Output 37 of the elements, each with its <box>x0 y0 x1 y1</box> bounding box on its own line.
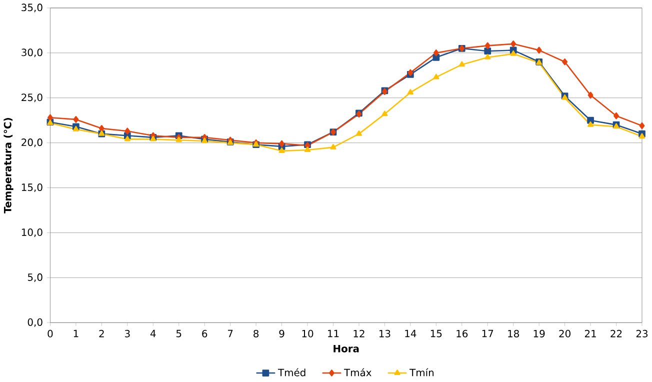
x-tick-label: 15 <box>430 330 442 338</box>
x-tick-label: 16 <box>456 330 468 338</box>
x-tick-label: 11 <box>328 330 339 338</box>
y-tick-label: 25,0 <box>22 93 42 102</box>
legend-label: Tmín <box>410 368 434 376</box>
x-tick-label: 4 <box>150 330 156 338</box>
x-tick-label: 23 <box>636 330 648 338</box>
x-tick-label: 10 <box>302 330 314 338</box>
legend-label: Tméd <box>278 368 306 376</box>
x-tick-label: 2 <box>99 330 104 338</box>
x-tick-label: 0 <box>48 330 53 338</box>
x-tick-label: 19 <box>534 330 545 338</box>
y-tick-label: 10,0 <box>22 228 42 237</box>
x-tick-label: 18 <box>508 330 519 338</box>
x-tick-label: 22 <box>610 330 622 338</box>
x-tick-label: 6 <box>202 330 208 338</box>
x-tick-label: 7 <box>228 330 233 338</box>
legend-label: Tmáx <box>344 368 372 376</box>
y-tick-label: 35,0 <box>22 4 42 12</box>
x-tick-label: 9 <box>279 330 284 338</box>
x-tick-label: 20 <box>559 330 570 338</box>
x-tick-label: 3 <box>125 330 130 338</box>
x-tick-label: 12 <box>354 330 364 338</box>
y-axis-title: Temperatura (°C) <box>4 118 14 214</box>
x-tick-label: 5 <box>176 330 182 338</box>
x-axis-title: Hora <box>334 344 359 352</box>
y-tick-label: 15,0 <box>22 183 42 192</box>
y-tick-label: 5,0 <box>28 273 42 282</box>
x-tick-label: 17 <box>482 330 494 338</box>
x-tick-label: 14 <box>405 330 416 338</box>
y-tick-label: 30,0 <box>22 48 42 58</box>
x-tick-label: 8 <box>254 330 259 338</box>
x-tick-label: 1 <box>74 330 78 338</box>
x-tick-label: 21 <box>584 330 596 338</box>
y-tick-label: 20,0 <box>22 138 42 147</box>
x-tick-label: 13 <box>379 330 390 338</box>
y-tick-label: 0,0 <box>28 318 42 327</box>
